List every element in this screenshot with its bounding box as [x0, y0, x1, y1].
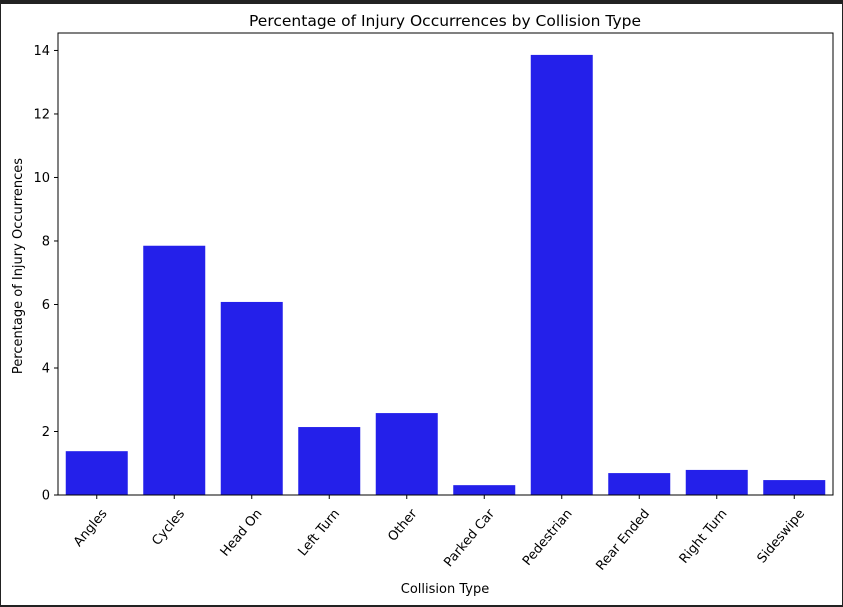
- bar-sideswipe: [763, 480, 826, 495]
- bar-parked-car: [453, 485, 516, 495]
- x-tick-label: Head On: [218, 507, 266, 560]
- x-tick-label: Right Turn: [677, 507, 731, 567]
- x-tick-label: Other: [385, 506, 421, 544]
- y-tick-label: 2: [42, 425, 50, 440]
- y-tick-label: 0: [42, 489, 50, 504]
- x-tick-label: Angles: [71, 506, 111, 549]
- y-tick-label: 4: [42, 361, 50, 376]
- x-tick-label: Left Turn: [295, 507, 343, 560]
- y-tick-label: 8: [42, 234, 50, 249]
- bar-head-on: [220, 301, 283, 495]
- x-tick-label: Cycles: [149, 506, 188, 548]
- bar-right-turn: [685, 469, 748, 495]
- x-axis: Angles Cycles Head On Left Turn Other Parked …: [71, 495, 808, 574]
- y-tick-label: 6: [42, 298, 50, 313]
- bar-other: [375, 413, 438, 495]
- bar-pedestrian: [530, 54, 593, 495]
- y-axis: 0 2 4 6 8 10 12 14: [33, 44, 58, 504]
- x-tick-label: Parked Car: [441, 506, 498, 570]
- x-tick-label: Pedestrian: [520, 507, 576, 569]
- bar-rear-ended: [608, 473, 671, 495]
- plot-frame: [57, 32, 834, 496]
- bar-left-turn: [298, 427, 361, 495]
- y-tick-label: 10: [33, 171, 50, 186]
- y-tick-label: 12: [33, 107, 50, 122]
- bar-angles: [65, 451, 128, 495]
- x-tick-label: Rear Ended: [593, 507, 653, 574]
- x-tick-label: Sideswipe: [755, 507, 809, 567]
- y-axis-label: Percentage of Injury Occurrences: [11, 158, 26, 374]
- y-tick-label: 14: [33, 44, 50, 59]
- bar-cycles: [143, 245, 206, 495]
- chart-title: Percentage of Injury Occurrences by Coll…: [249, 12, 641, 30]
- x-axis-label: Collision Type: [401, 582, 489, 597]
- bars-group: [65, 54, 826, 495]
